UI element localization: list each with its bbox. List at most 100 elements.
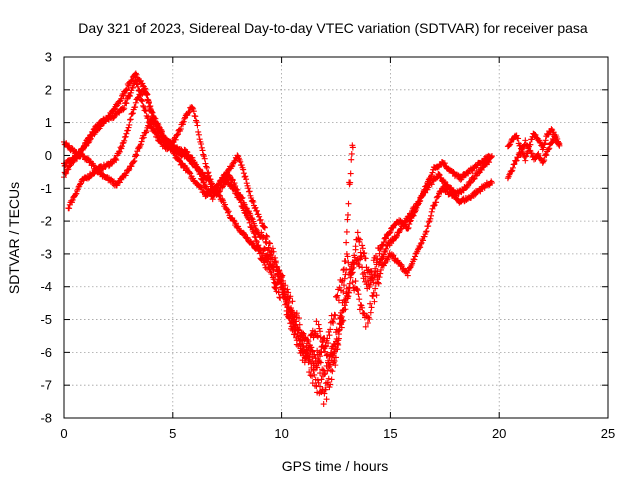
data-point [367, 309, 374, 316]
data-point [540, 144, 547, 151]
data-point [471, 175, 478, 182]
data-point [406, 221, 413, 228]
series-track-a [61, 70, 495, 387]
data-point [362, 323, 369, 330]
data-point [334, 292, 341, 299]
data-point [418, 193, 425, 200]
data-point [357, 254, 364, 261]
data-point [202, 160, 209, 167]
data-point [554, 138, 561, 145]
data-point [412, 205, 419, 212]
data-point [317, 370, 324, 377]
data-point [176, 157, 183, 164]
data-point [515, 135, 522, 142]
data-point [153, 121, 160, 128]
data-point [285, 293, 292, 300]
data-point [137, 92, 144, 99]
data-point [66, 205, 73, 212]
data-point [145, 97, 152, 104]
data-point [360, 310, 367, 317]
data-point [338, 278, 345, 285]
data-point [340, 306, 347, 313]
data-point [72, 191, 79, 198]
data-point [322, 342, 329, 349]
data-point [201, 155, 208, 162]
data-point [341, 299, 348, 306]
data-point [412, 253, 419, 260]
data-point [517, 150, 524, 157]
data-point [540, 158, 547, 165]
data-point [318, 376, 325, 383]
data-point [321, 390, 328, 397]
data-point [522, 137, 529, 144]
data-point [342, 258, 349, 265]
data-point [321, 371, 328, 378]
data-point [293, 314, 300, 321]
data-point [326, 384, 333, 391]
data-point [240, 230, 247, 237]
data-point [314, 332, 321, 339]
data-point [214, 185, 221, 192]
data-point [513, 157, 520, 164]
data-point [362, 255, 369, 262]
data-point [232, 220, 239, 227]
data-point [191, 160, 198, 167]
data-point [288, 305, 295, 312]
data-point [158, 128, 165, 135]
data-point [400, 222, 407, 229]
data-point [238, 162, 245, 169]
data-point [541, 141, 548, 148]
data-point [206, 172, 213, 179]
data-point [349, 269, 356, 276]
data-point [364, 320, 371, 327]
data-point [123, 130, 130, 137]
data-point [180, 118, 187, 125]
data-point [354, 287, 361, 294]
data-point [342, 271, 349, 278]
data-point [273, 281, 280, 288]
data-point [130, 158, 137, 165]
data-point [129, 110, 136, 117]
data-point [327, 361, 334, 368]
data-point [245, 216, 252, 223]
data-point [263, 232, 270, 239]
data-point [249, 197, 256, 204]
data-point [509, 164, 516, 171]
data-point [458, 175, 465, 182]
data-point [340, 282, 347, 289]
data-point [121, 137, 128, 144]
data-point [266, 239, 273, 246]
data-point [123, 87, 130, 94]
data-point [137, 141, 144, 148]
data-point [177, 125, 184, 132]
data-point [333, 354, 339, 361]
data-point [337, 320, 344, 327]
data-point [222, 172, 229, 179]
y-tick-label: 2 [45, 82, 52, 97]
data-point [352, 278, 359, 285]
data-point [253, 239, 260, 246]
data-point [372, 285, 379, 292]
data-point [270, 248, 277, 255]
data-point [194, 122, 201, 129]
data-point [347, 274, 354, 281]
data-point [335, 297, 342, 304]
data-point [237, 158, 244, 165]
data-point [488, 179, 495, 186]
data-point [359, 304, 366, 311]
data-point [127, 116, 134, 123]
data-point [338, 321, 345, 328]
data-point [358, 253, 365, 260]
data-point [435, 171, 442, 178]
x-tick-label: 10 [274, 426, 288, 441]
data-point [346, 289, 353, 296]
data-point [465, 170, 472, 177]
data-point [319, 335, 326, 342]
data-point [198, 144, 205, 151]
data-point [314, 333, 321, 340]
data-point [252, 204, 259, 211]
data-point [120, 106, 127, 113]
data-point [258, 229, 265, 236]
series-track-b [65, 85, 495, 373]
data-point [253, 237, 260, 244]
